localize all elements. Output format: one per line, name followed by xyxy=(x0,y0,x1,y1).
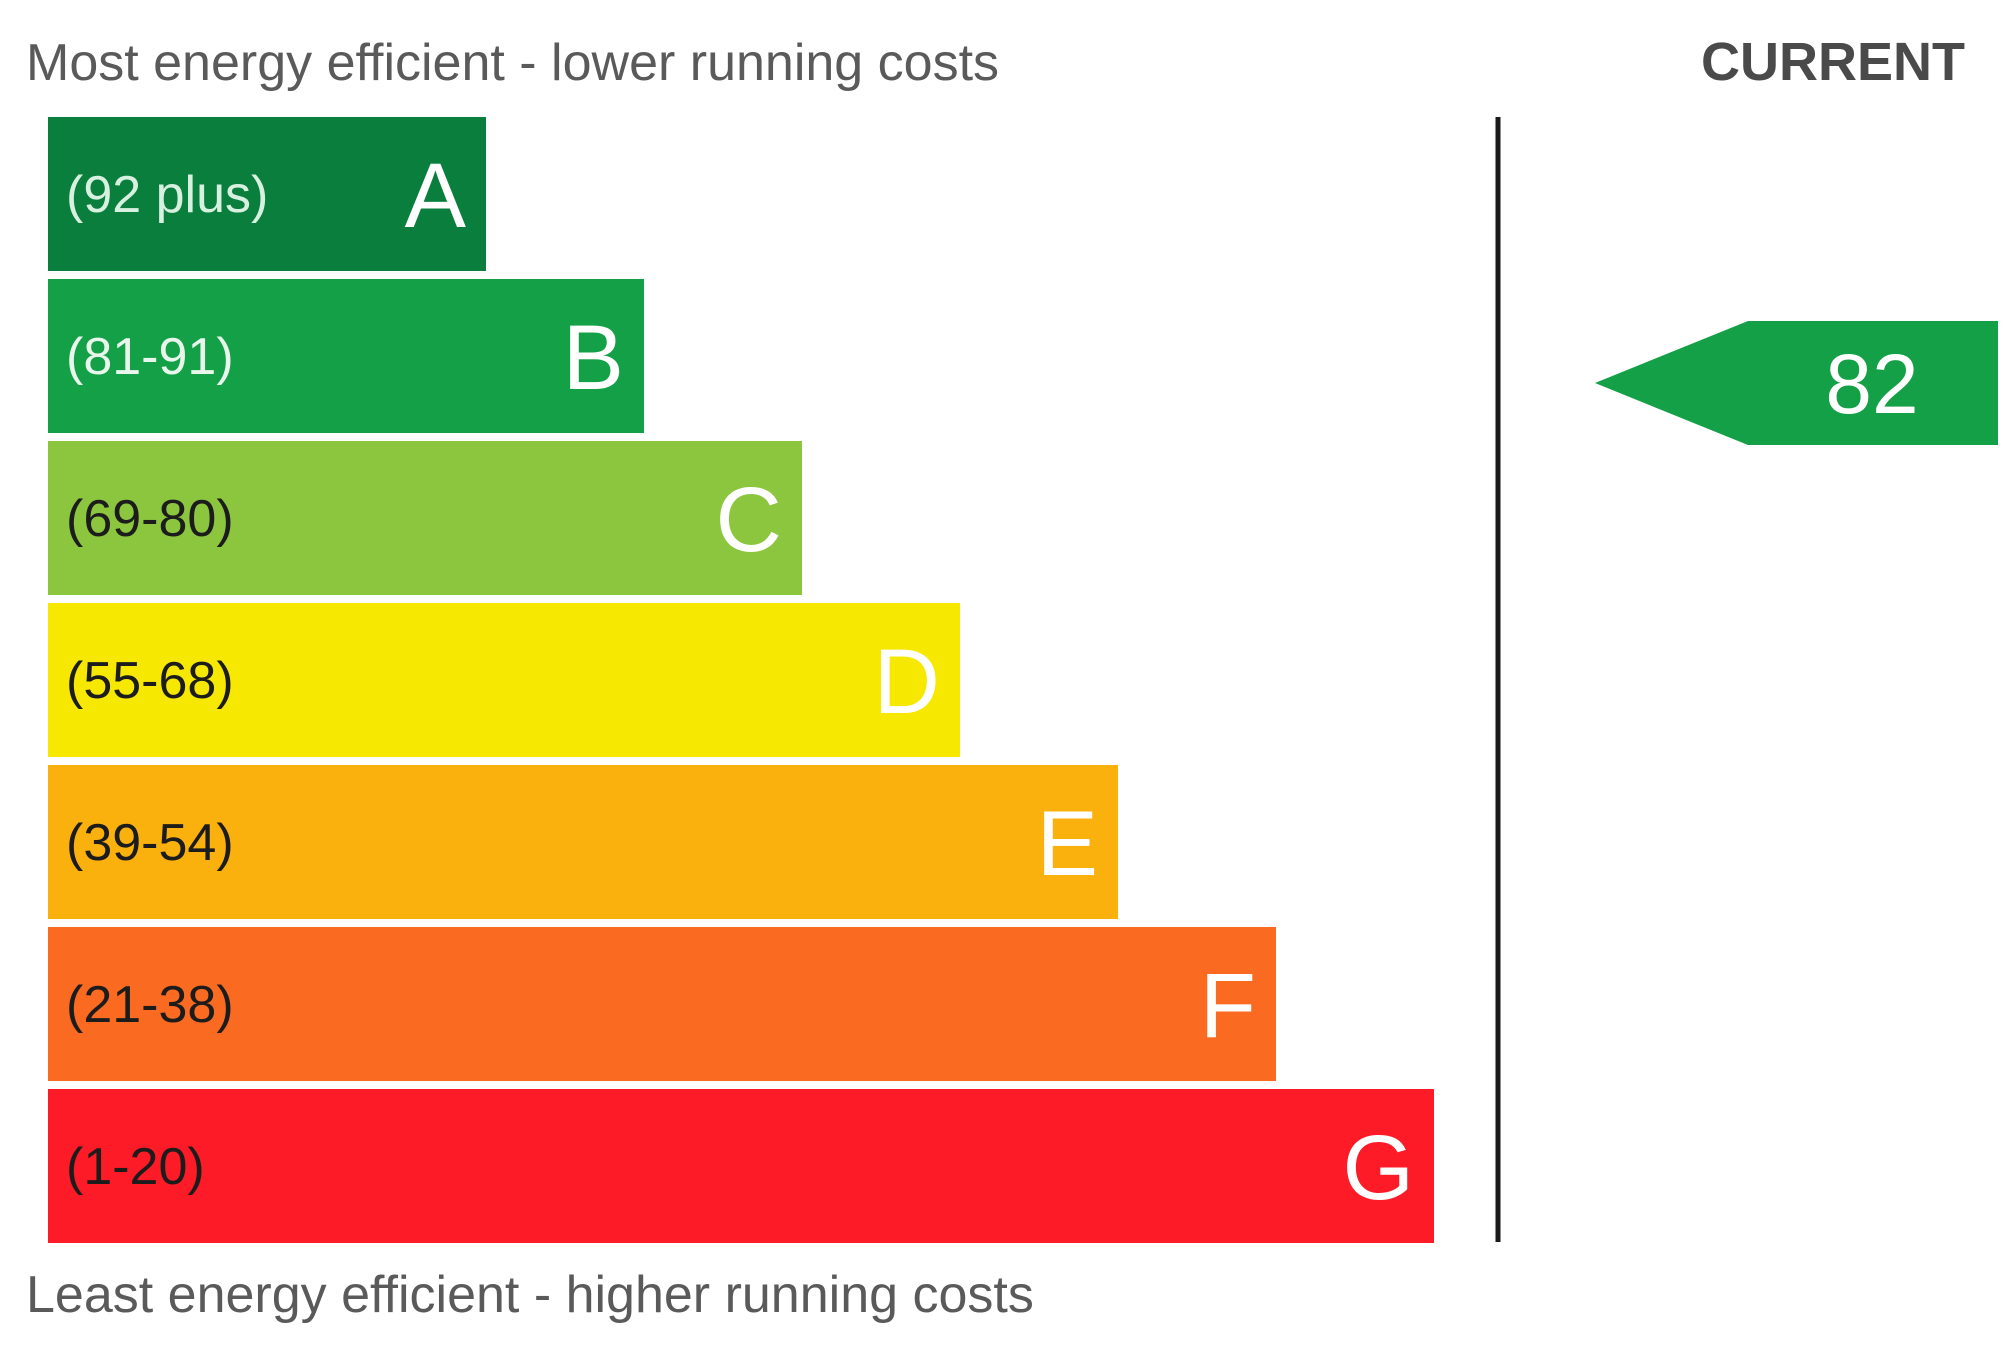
band-b-range: (81-91) xyxy=(66,328,234,386)
band-b-bar xyxy=(48,279,644,433)
band-a-letter: A xyxy=(405,145,467,247)
band-f-range: (21-38) xyxy=(66,976,234,1034)
band-g-bar xyxy=(48,1089,1434,1243)
current-rating-value: 82 xyxy=(1825,337,1918,431)
top-caption: Most energy efficient - lower running co… xyxy=(26,34,999,92)
band-e-bar xyxy=(48,765,1118,919)
current-column-header: CURRENT xyxy=(1701,32,1965,92)
band-g-range: (1-20) xyxy=(66,1138,205,1196)
band-d-letter: D xyxy=(874,631,940,733)
rating-bands: (92 plus) A (81-91) B (69-80) C (55-68) D (39-54… xyxy=(48,117,1434,1243)
current-rating-marker: 82 xyxy=(1595,321,1998,445)
band-d-range: (55-68) xyxy=(66,652,234,710)
band-e-range: (39-54) xyxy=(66,814,234,872)
band-a-range: (92 plus) xyxy=(66,166,268,224)
current-rating-arrow xyxy=(1595,321,1998,445)
bottom-caption: Least energy efficient - higher running … xyxy=(26,1266,1034,1324)
band-d-bar xyxy=(48,603,960,757)
band-e-letter: E xyxy=(1037,793,1098,895)
band-f-bar xyxy=(48,927,1276,1081)
band-c-bar xyxy=(48,441,802,595)
band-c-range: (69-80) xyxy=(66,490,234,548)
band-g-letter: G xyxy=(1342,1117,1414,1219)
band-f-letter: F xyxy=(1200,955,1256,1057)
band-b-letter: B xyxy=(563,307,624,409)
band-c-letter: C xyxy=(716,469,782,571)
band-a-bar xyxy=(48,117,486,271)
